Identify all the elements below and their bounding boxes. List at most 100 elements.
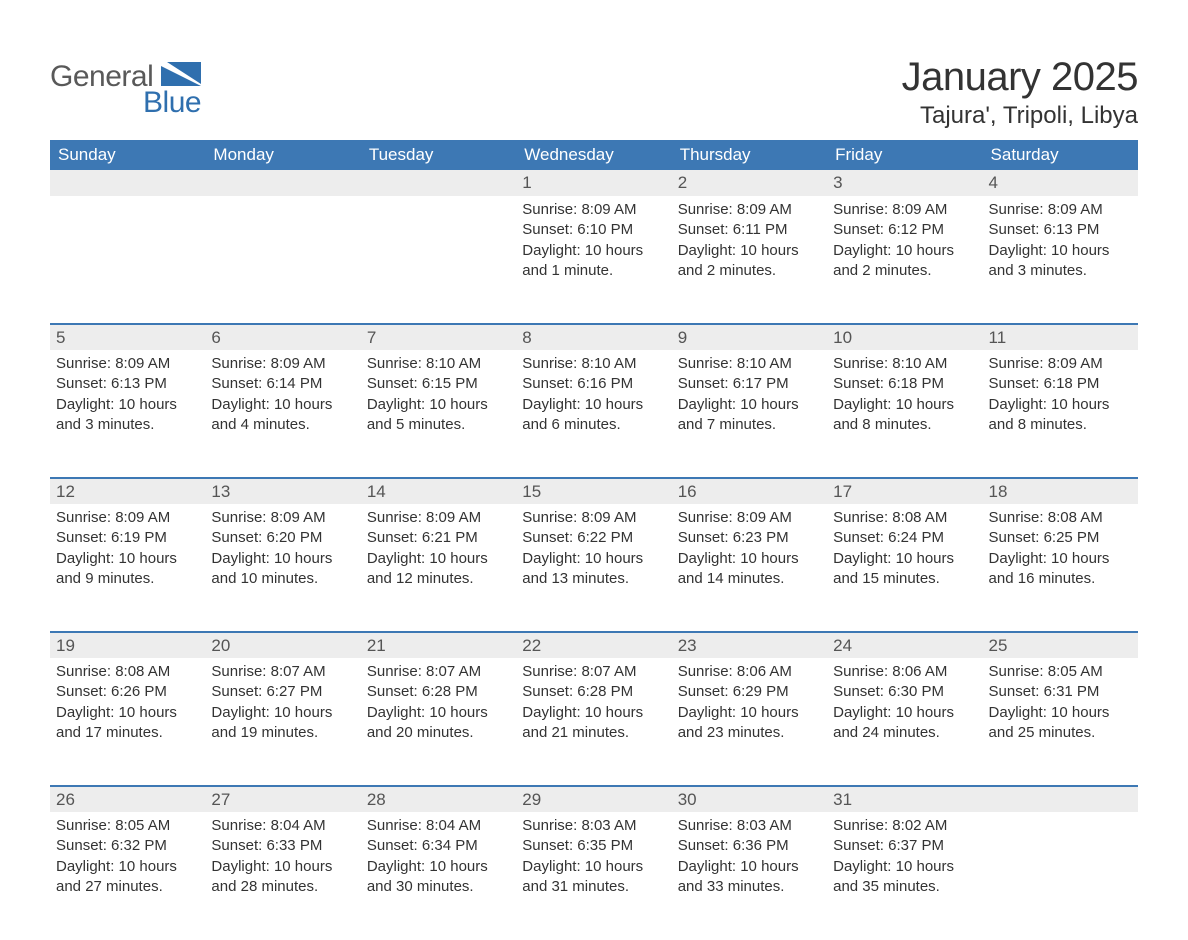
day-number: 7: [367, 328, 376, 347]
day-cell-header: 24: [827, 632, 982, 658]
day-number: 26: [56, 790, 75, 809]
day-cell-detail: Sunrise: 8:09 AMSunset: 6:21 PMDaylight:…: [361, 504, 516, 632]
day-cell-header: 1: [516, 170, 671, 196]
day-cell-header: 4: [983, 170, 1138, 196]
detail-row: Sunrise: 8:09 AM Sunset: 6:10 PM Daylight:…: [50, 196, 1138, 324]
sunrise-text: Sunrise: 8:09 AM: [678, 200, 821, 220]
day-cell-detail: Sunrise: 8:10 AMSunset: 6:18 PMDaylight:…: [827, 350, 982, 478]
day1-text: Daylight: 10 hours: [56, 549, 199, 569]
sunrise-text: Sunrise: 8:08 AM: [989, 508, 1132, 528]
day2-text: and 14 minutes.: [678, 569, 821, 589]
weekday-header: Friday: [827, 140, 982, 170]
sunrise-text: Sunrise: 8:07 AM: [211, 662, 354, 682]
day-number: 19: [56, 636, 75, 655]
sunset-text: Sunset: 6:12 PM: [833, 220, 976, 240]
day-cell-header: 10: [827, 324, 982, 350]
day-cell-detail: Sunrise: 8:09 AMSunset: 6:11 PMDaylight:…: [672, 196, 827, 324]
sunset-text: Sunset: 6:18 PM: [989, 374, 1132, 394]
sunset-text: Sunset: 6:21 PM: [367, 528, 510, 548]
daynum-row: 262728293031: [50, 786, 1138, 812]
sunset-text: Sunset: 6:14 PM: [211, 374, 354, 394]
day-cell-header: 15: [516, 478, 671, 504]
day2-text: and 7 minutes.: [678, 415, 821, 435]
day1-text: Daylight: 10 hours: [989, 241, 1132, 261]
logo-word1: General: [50, 60, 153, 93]
sunset-text: Sunset: 6:32 PM: [56, 836, 199, 856]
day-number: 5: [56, 328, 65, 347]
sunrise-text: Sunrise: 8:09 AM: [678, 508, 821, 528]
detail-row: Sunrise: 8:09 AMSunset: 6:19 PMDaylight:…: [50, 504, 1138, 632]
sunset-text: Sunset: 6:11 PM: [678, 220, 821, 240]
day-cell-detail: Sunrise: 8:06 AMSunset: 6:30 PMDaylight:…: [827, 658, 982, 786]
sunset-text: Sunset: 6:23 PM: [678, 528, 821, 548]
day2-text: and 30 minutes.: [367, 877, 510, 897]
day-cell-header: [361, 170, 516, 196]
day-cell-header: [50, 170, 205, 196]
day1-text: Daylight: 10 hours: [522, 395, 665, 415]
day-number: 1: [522, 173, 531, 192]
day1-text: Daylight: 10 hours: [367, 857, 510, 877]
weekday-header: Wednesday: [516, 140, 671, 170]
sunrise-text: Sunrise: 8:09 AM: [989, 200, 1132, 220]
weekday-header-row: Sunday Monday Tuesday Wednesday Thursday…: [50, 140, 1138, 170]
day1-text: Daylight: 10 hours: [211, 703, 354, 723]
sunset-text: Sunset: 6:33 PM: [211, 836, 354, 856]
day-cell-header: [983, 786, 1138, 812]
day-cell-header: 12: [50, 478, 205, 504]
day-number: 28: [367, 790, 386, 809]
day1-text: Daylight: 10 hours: [522, 549, 665, 569]
day-number: 15: [522, 482, 541, 501]
day-number: 9: [678, 328, 687, 347]
day1-text: Daylight: 10 hours: [522, 703, 665, 723]
day2-text: and 9 minutes.: [56, 569, 199, 589]
sunset-text: Sunset: 6:28 PM: [367, 682, 510, 702]
logo-text: General Blue: [50, 61, 201, 118]
sunrise-text: Sunrise: 8:05 AM: [989, 662, 1132, 682]
day-cell-header: 3: [827, 170, 982, 196]
day-cell-detail: Sunrise: 8:08 AMSunset: 6:26 PMDaylight:…: [50, 658, 205, 786]
sunrise-text: Sunrise: 8:09 AM: [211, 354, 354, 374]
day1-text: Daylight: 10 hours: [522, 857, 665, 877]
sunset-text: Sunset: 6:37 PM: [833, 836, 976, 856]
day2-text: and 19 minutes.: [211, 723, 354, 743]
day-cell-header: 27: [205, 786, 360, 812]
day-number: 11: [989, 328, 1007, 347]
sunrise-text: Sunrise: 8:08 AM: [56, 662, 199, 682]
sunrise-text: Sunrise: 8:08 AM: [833, 508, 976, 528]
day1-text: Daylight: 10 hours: [367, 703, 510, 723]
sunset-text: Sunset: 6:27 PM: [211, 682, 354, 702]
sunset-text: Sunset: 6:13 PM: [989, 220, 1132, 240]
day-cell-detail: [983, 812, 1138, 940]
day-number: 29: [522, 790, 541, 809]
day-cell-detail: Sunrise: 8:10 AMSunset: 6:17 PMDaylight:…: [672, 350, 827, 478]
sunset-text: Sunset: 6:35 PM: [522, 836, 665, 856]
day2-text: and 3 minutes.: [56, 415, 199, 435]
day-cell-header: 20: [205, 632, 360, 658]
weekday-header: Monday: [205, 140, 360, 170]
sunrise-text: Sunrise: 8:04 AM: [211, 816, 354, 836]
sunset-text: Sunset: 6:10 PM: [522, 220, 665, 240]
logo: General Blue: [50, 55, 201, 118]
month-title: January 2025: [902, 55, 1138, 100]
day-cell-header: 23: [672, 632, 827, 658]
sunrise-text: Sunrise: 8:10 AM: [367, 354, 510, 374]
sunset-text: Sunset: 6:29 PM: [678, 682, 821, 702]
day-number: 6: [211, 328, 220, 347]
day1-text: Daylight: 10 hours: [56, 395, 199, 415]
day2-text: and 10 minutes.: [211, 569, 354, 589]
day-cell-header: 25: [983, 632, 1138, 658]
day-cell-header: 2: [672, 170, 827, 196]
day-cell-header: 31: [827, 786, 982, 812]
sunrise-text: Sunrise: 8:05 AM: [56, 816, 199, 836]
day1-text: Daylight: 10 hours: [367, 395, 510, 415]
day-cell-detail: Sunrise: 8:10 AMSunset: 6:15 PMDaylight:…: [361, 350, 516, 478]
day1-text: Daylight: 10 hours: [833, 549, 976, 569]
day2-text: and 33 minutes.: [678, 877, 821, 897]
day-number: 8: [522, 328, 531, 347]
day2-text: and 3 minutes.: [989, 261, 1132, 281]
sunset-text: Sunset: 6:13 PM: [56, 374, 199, 394]
day-cell-detail: [50, 196, 205, 324]
day-cell-detail: Sunrise: 8:09 AMSunset: 6:20 PMDaylight:…: [205, 504, 360, 632]
sunrise-text: Sunrise: 8:09 AM: [56, 354, 199, 374]
day1-text: Daylight: 10 hours: [833, 857, 976, 877]
